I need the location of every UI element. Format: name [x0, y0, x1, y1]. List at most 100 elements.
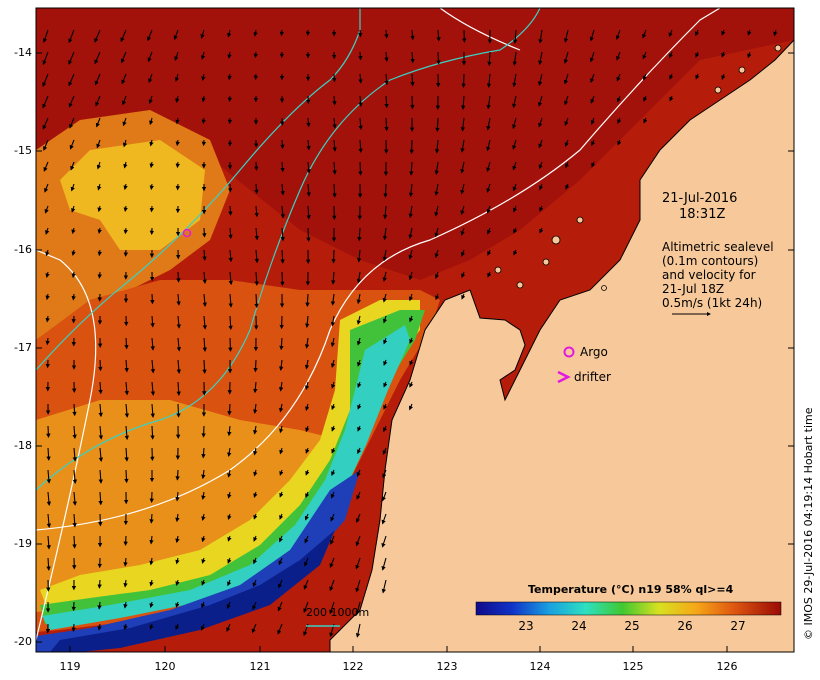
- velocity-arrow: [228, 205, 233, 216]
- velocity-arrow: [331, 381, 336, 389]
- velocity-arrow: [329, 557, 335, 569]
- depth-legend-label: 200 1000m: [306, 606, 370, 619]
- velocity-arrow: [280, 139, 285, 150]
- velocity-arrow: [123, 557, 128, 567]
- velocity-arrow: [43, 161, 49, 172]
- velocity-arrow: [123, 183, 128, 191]
- land-australia: [330, 40, 794, 652]
- velocity-arrow: [175, 161, 180, 169]
- velocity-arrow: [200, 623, 205, 631]
- velocity-arrow: [460, 227, 465, 236]
- velocity-arrow: [201, 491, 206, 500]
- velocity-arrow: [123, 601, 128, 609]
- velocity-arrow: [175, 623, 180, 631]
- velocity-arrow: [94, 29, 101, 43]
- velocity-arrow: [45, 315, 50, 323]
- velocity-arrow: [42, 29, 49, 43]
- velocity-arrow: [616, 51, 621, 61]
- velocity-arrow: [46, 513, 52, 528]
- velocity-arrow: [538, 51, 543, 66]
- velocity-arrow: [747, 51, 752, 59]
- velocity-arrow: [253, 51, 258, 59]
- velocity-arrow: [304, 359, 310, 370]
- velocity-arrow: [434, 249, 439, 259]
- velocity-arrow: [253, 535, 258, 542]
- velocity-arrow: [409, 161, 414, 176]
- velocity-arrow: [383, 403, 388, 410]
- velocity-arrow: [563, 73, 569, 85]
- velocity-arrow: [124, 359, 129, 373]
- velocity-arrow: [565, 161, 570, 169]
- velocity-arrow: [304, 337, 310, 349]
- velocity-arrow: [306, 161, 311, 174]
- velocity-arrow: [382, 271, 387, 282]
- velocity-arrow: [97, 205, 102, 213]
- velocity-arrow: [123, 579, 128, 588]
- velocity-arrow: [331, 425, 336, 432]
- velocity-arrow: [279, 425, 284, 434]
- info-line: 21-Jul 18Z: [662, 282, 725, 296]
- velocity-arrow: [98, 381, 103, 395]
- velocity-arrow: [356, 469, 361, 477]
- velocity-arrow: [381, 557, 387, 571]
- velocity-arrow: [668, 51, 674, 59]
- velocity-arrow: [409, 359, 414, 366]
- velocity-arrow: [306, 183, 311, 197]
- velocity-arrow: [98, 425, 104, 440]
- velocity-arrow: [332, 73, 337, 83]
- velocity-arrow: [616, 73, 621, 82]
- velocity-arrow: [46, 557, 51, 571]
- velocity-arrow: [564, 95, 569, 106]
- velocity-arrow: [460, 205, 465, 216]
- velocity-arrow: [46, 491, 52, 506]
- velocity-arrow: [306, 205, 311, 220]
- velocity-arrow: [149, 557, 154, 566]
- x-tick-label: 119: [59, 660, 81, 673]
- velocity-arrow: [97, 579, 102, 589]
- y-tick-label: -14: [14, 46, 32, 59]
- velocity-arrow: [331, 271, 336, 285]
- velocity-arrow: [537, 95, 543, 107]
- velocity-arrow: [227, 557, 232, 564]
- velocity-arrow: [68, 73, 75, 87]
- velocity-arrow: [357, 381, 362, 389]
- velocity-arrow: [409, 381, 414, 388]
- velocity-arrow: [149, 139, 154, 147]
- velocity-arrow: [253, 557, 258, 565]
- velocity-arrow: [227, 403, 232, 416]
- velocity-arrow: [44, 205, 49, 214]
- velocity-arrow: [538, 117, 543, 128]
- velocity-arrow: [253, 381, 258, 394]
- velocity-arrow: [94, 51, 101, 65]
- velocity-arrow: [436, 51, 441, 65]
- velocity-arrow: [356, 249, 362, 263]
- velocity-arrow: [253, 513, 258, 520]
- velocity-arrow: [228, 315, 233, 331]
- velocity-arrow: [358, 95, 363, 107]
- velocity-arrow: [643, 95, 648, 102]
- velocity-arrow: [121, 73, 127, 85]
- velocity-arrow: [150, 359, 156, 374]
- velocity-arrow: [381, 513, 387, 525]
- velocity-arrow: [721, 29, 726, 36]
- velocity-arrow: [512, 161, 517, 171]
- velocity-arrow: [42, 95, 49, 109]
- velocity-arrow: [590, 117, 595, 125]
- velocity-arrow: [97, 601, 102, 610]
- velocity-arrow: [486, 205, 491, 214]
- velocity-arrow: [487, 249, 492, 256]
- velocity-arrow: [43, 139, 49, 151]
- velocity-arrow: [175, 95, 180, 104]
- velocity-arrow: [120, 29, 127, 43]
- velocity-arrow: [384, 29, 389, 39]
- velocity-arrow: [254, 183, 259, 195]
- velocity-arrow: [486, 73, 492, 88]
- velocity-arrow: [383, 359, 388, 366]
- colorbar-tick: 26: [677, 619, 693, 633]
- velocity-arrow: [46, 535, 51, 550]
- velocity-arrow: [383, 381, 388, 388]
- velocity-arrow: [45, 249, 50, 257]
- velocity-arrow: [330, 491, 335, 499]
- velocity-arrow: [124, 447, 129, 462]
- velocity-arrow: [97, 271, 102, 279]
